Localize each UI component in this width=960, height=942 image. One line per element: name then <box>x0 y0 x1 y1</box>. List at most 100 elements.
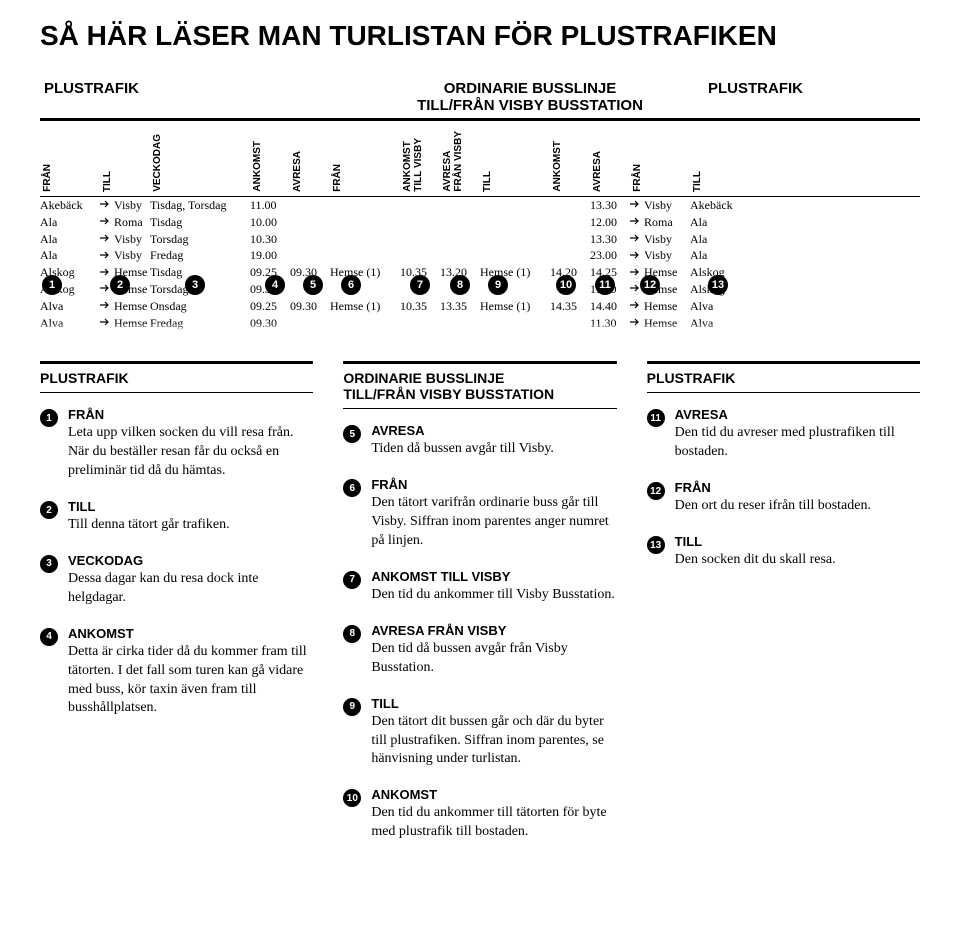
arrow-icon <box>630 301 640 311</box>
col-header: TILL <box>690 171 750 192</box>
timetable: FRÅN TILL VECKODAG ANKOMST AVRESA FRÅN A… <box>40 127 920 331</box>
arrow-icon <box>100 284 110 294</box>
cell-arrival: 09.25 <box>250 298 290 315</box>
number-circle: 9 <box>343 698 361 716</box>
cell-avresa2: 23.00 <box>590 247 630 264</box>
number-circle: 1 <box>40 409 58 427</box>
cell-arrival2: 14.35 <box>550 298 590 315</box>
legend-item-13: 13TILLDen socken dit du skall resa. <box>647 534 920 570</box>
cell-avresa <box>290 247 330 264</box>
legend-col-1: PLUSTRAFIK 1FRÅNLeta upp vilken socken d… <box>40 361 313 860</box>
cell-till2 <box>480 231 550 248</box>
section-header-left: PLUSTRAFIK <box>40 76 360 118</box>
number-circle: 5 <box>343 425 361 443</box>
column-headers: FRÅN TILL VECKODAG ANKOMST AVRESA FRÅN A… <box>40 127 920 197</box>
arrow-icon <box>630 234 640 244</box>
cell-dep-visby <box>440 214 480 231</box>
cell-arr-visby: 10.35 <box>400 298 440 315</box>
cell-till3: Alskog <box>690 264 750 281</box>
arrow-icon <box>100 268 110 278</box>
cell-arrival: 10.00 <box>250 214 290 231</box>
legend-text: Den tid då bussen avgår från Visby Busst… <box>371 640 616 678</box>
cell-till3: Alva <box>690 298 750 315</box>
cell-from3: Hemse <box>630 298 690 315</box>
legend-text: Detta är cirka tider då du kommer fram t… <box>68 643 313 719</box>
cell-avresa <box>290 231 330 248</box>
cell-till: Visby <box>100 247 150 264</box>
cell-from: Alskog <box>40 281 100 298</box>
cell-from2 <box>330 214 400 231</box>
cell-avresa <box>290 281 330 298</box>
cell-from3: Visby <box>630 231 690 248</box>
legend-header-l2: TILL/FRÅN VISBY BUSSTATION <box>343 386 616 402</box>
number-circle: 13 <box>647 536 665 554</box>
cell-from: Alskog <box>40 264 100 281</box>
legend-label: AVRESA FRÅN VISBY <box>371 623 616 638</box>
arrow-icon <box>100 251 110 261</box>
legend-item-1: 1FRÅNLeta upp vilken socken du vill resa… <box>40 407 313 481</box>
legend-text: Den tid du ankommer till tätorten för by… <box>371 804 616 842</box>
section-header-row: PLUSTRAFIK ORDINARIE BUSSLINJE TILL/FRÅN… <box>40 76 920 121</box>
table-body: AkebäckVisbyTisdag, Torsdag11.0013.30Vis… <box>40 197 920 331</box>
cell-till3: Akebäck <box>690 197 750 214</box>
legend-col-3: PLUSTRAFIK 11AVRESADen tid du avreser me… <box>647 361 920 860</box>
legend-label: AVRESA <box>371 423 616 438</box>
cell-avresa2: 14.25 <box>590 264 630 281</box>
number-circle: 7 <box>343 571 361 589</box>
legend-item-6: 6FRÅNDen tätort varifrån ordinarie buss … <box>343 477 616 551</box>
col-header: AVRESA <box>290 151 330 192</box>
cell-weekday: Fredag <box>150 247 250 264</box>
legend-label: VECKODAG <box>68 553 313 568</box>
cell-arrival2: 14.20 <box>550 264 590 281</box>
cell-from2 <box>330 281 400 298</box>
arrow-icon <box>630 251 640 261</box>
number-circle: 10 <box>343 789 361 807</box>
legend-label: ANKOMST <box>371 787 616 802</box>
cell-arr-visby <box>400 281 440 298</box>
arrow-icon <box>630 284 640 294</box>
arrow-icon <box>100 200 110 210</box>
cell-arrival2 <box>550 247 590 264</box>
number-circle: 2 <box>40 501 58 519</box>
number-circle: 12 <box>647 482 665 500</box>
legend-header: PLUSTRAFIK <box>647 361 920 393</box>
arrow-icon <box>630 268 640 278</box>
number-circle: 4 <box>40 628 58 646</box>
cell-arrival2 <box>550 214 590 231</box>
cell-dep-visby: 13.20 <box>440 264 480 281</box>
cell-from3: Hemse <box>630 264 690 281</box>
cell-weekday: Tisdag <box>150 264 250 281</box>
cell-from2 <box>330 231 400 248</box>
legend-text: Den ort du reser ifrån till bostaden. <box>675 497 920 516</box>
cell-dep-visby: 13.35 <box>440 298 480 315</box>
cell-from: Alva <box>40 298 100 315</box>
cell-from: Ala <box>40 231 100 248</box>
cell-avresa2: 14.40 <box>590 298 630 315</box>
cell-dep-visby <box>440 247 480 264</box>
section-header-mid: ORDINARIE BUSSLINJE TILL/FRÅN VISBY BUSS… <box>360 76 700 118</box>
section-header-mid-l2: TILL/FRÅN VISBY BUSSTATION <box>360 97 700 114</box>
cell-weekday: Torsdag <box>150 231 250 248</box>
cell-weekday: Onsdag <box>150 298 250 315</box>
legend-item-10: 10 ANKOMST Den tid du ankommer till tätort… <box>343 787 616 842</box>
legend-header: PLUSTRAFIK <box>40 361 313 393</box>
legend-text: Dessa dagar kan du resa dock inte helgda… <box>68 570 313 608</box>
cell-arrival: 09.30 <box>250 281 290 298</box>
cell-from2 <box>330 197 400 214</box>
cell-till: Visby <box>100 197 150 214</box>
page-title: SÅ HÄR LÄSER MAN TURLISTAN FÖR PLUSTRAFI… <box>40 20 920 52</box>
cell-till2 <box>480 197 550 214</box>
cell-from3: Hemse <box>630 281 690 298</box>
cell-till: Hemse <box>100 264 150 281</box>
cell-from3: Visby <box>630 197 690 214</box>
cell-till: Hemse <box>100 281 150 298</box>
legend-item-3: 3VECKODAGDessa dagar kan du resa dock in… <box>40 553 313 608</box>
cell-from3: Roma <box>630 214 690 231</box>
cell-from3: Visby <box>630 247 690 264</box>
cell-arrival: 10.30 <box>250 231 290 248</box>
table-row: AlaRomaTisdag10.0012.00RomaAla <box>40 214 920 231</box>
cell-till2: Hemse (1) <box>480 264 550 281</box>
cell-weekday: Torsdag <box>150 281 250 298</box>
legend-label: FRÅN <box>675 480 920 495</box>
col-header: AVRESA <box>590 151 630 192</box>
